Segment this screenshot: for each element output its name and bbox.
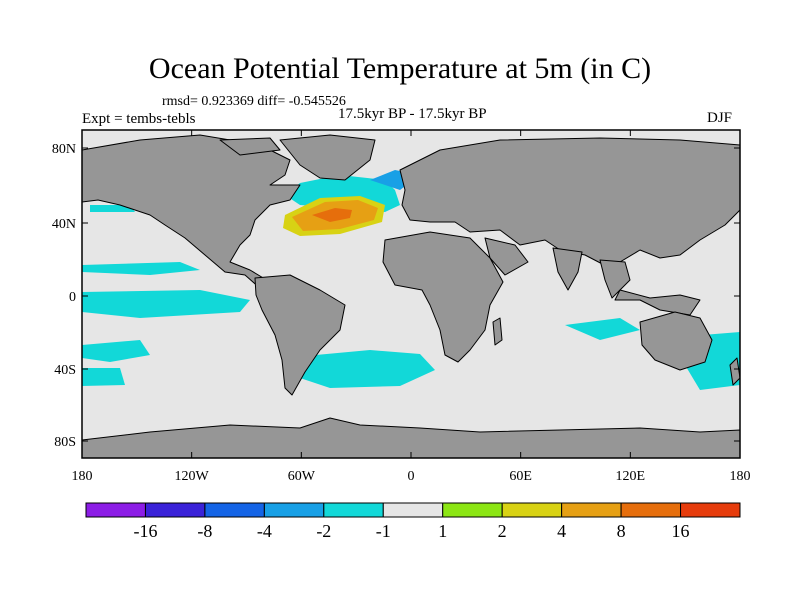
- colorbar-swatch: [263, 502, 325, 518]
- y-tick-label: 40S: [54, 363, 76, 378]
- x-tick-label: 120W: [175, 469, 210, 484]
- colorbar: -16 -8 -4 -2 -1 1 2 4 8 16: [85, 502, 741, 541]
- colorbar-label: -2: [316, 521, 331, 541]
- colorbar-swatch: [442, 502, 503, 518]
- colorbar-label: 8: [617, 521, 626, 541]
- land-masses: [82, 134, 740, 458]
- stats-label: rmsd= 0.923369 diff= -0.545526: [162, 94, 346, 109]
- x-axis: 180 120W 60W 0 60E 120E 180: [72, 130, 751, 484]
- colorbar-swatch: [501, 502, 563, 518]
- land-greenland: [279, 134, 376, 181]
- colorbar-swatch: [382, 502, 444, 518]
- y-tick-label: 80N: [52, 142, 76, 157]
- y-tick-label: 80S: [54, 435, 76, 450]
- colorbar-swatch: [680, 502, 741, 518]
- land-arabia: [484, 237, 529, 276]
- north-atlantic-warm-core-region: [312, 208, 352, 222]
- colorbar-swatch: [561, 502, 622, 518]
- colorbar-label: -16: [133, 521, 157, 541]
- colorbar-label: 1: [438, 521, 447, 541]
- x-tick-label: 60W: [288, 469, 316, 484]
- season-label: DJF: [707, 110, 733, 126]
- equatorial-pacific-cool-2: [82, 262, 200, 275]
- south-atlantic-cool: [300, 350, 435, 388]
- land-maritime-continent: [614, 289, 701, 316]
- y-tick-label: 40N: [52, 217, 76, 232]
- south-pacific-cool-2: [82, 368, 125, 386]
- indian-cool: [565, 318, 640, 340]
- land-madagascar: [492, 317, 503, 346]
- x-tick-label: 0: [408, 469, 415, 484]
- land-north-america: [82, 134, 301, 291]
- colorbar-label: -8: [197, 521, 212, 541]
- y-axis: 80N 40N 0 40S 80S: [52, 142, 740, 450]
- land-africa: [382, 231, 504, 363]
- colorbar-swatch: [323, 502, 384, 518]
- x-tick-label: 180: [72, 469, 93, 484]
- colorbar-label: 16: [672, 521, 690, 541]
- x-tick-label: 180: [730, 469, 751, 484]
- land-antarctica: [82, 417, 740, 458]
- land-arctic-islands: [219, 137, 281, 156]
- land-india: [552, 247, 583, 291]
- period-label: 17.5kyr BP - 17.5kyr BP: [338, 106, 487, 122]
- x-tick-label: 60E: [509, 469, 532, 484]
- x-tick-label: 120E: [616, 469, 646, 484]
- land-southeast-asia: [599, 259, 631, 299]
- equatorial-pacific-cool-1: [82, 290, 250, 318]
- south-pacific-cool: [82, 340, 150, 362]
- land-south-america: [254, 274, 346, 396]
- colorbar-swatch: [144, 502, 206, 518]
- colorbar-swatch: [204, 502, 265, 518]
- land-new-zealand: [729, 357, 740, 386]
- colorbar-label: -1: [376, 521, 391, 541]
- colorbar-swatch: [620, 502, 682, 518]
- colorbar-label: 4: [557, 521, 566, 541]
- experiment-label: Expt = tembs-tebls: [82, 111, 196, 127]
- y-tick-label: 0: [69, 290, 76, 305]
- land-australia: [639, 311, 713, 371]
- colorbar-swatch: [85, 502, 146, 518]
- warm-anomalies: [283, 196, 385, 236]
- map-title: Ocean Potential Temperature at 5m (in C): [148, 52, 652, 85]
- colorbar-label: 2: [498, 521, 507, 541]
- colorbar-label: -4: [257, 521, 272, 541]
